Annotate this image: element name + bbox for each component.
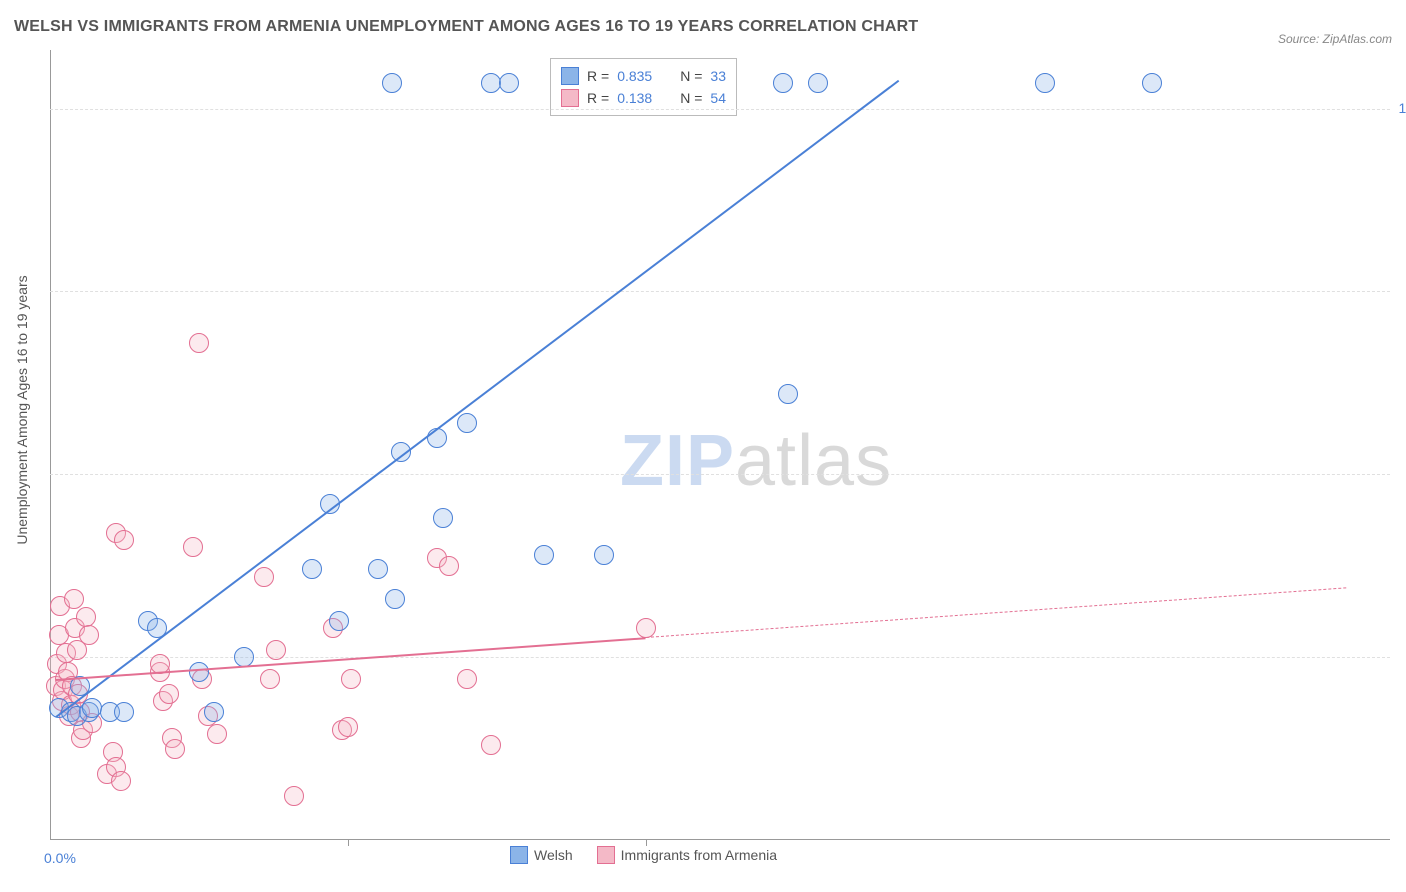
point-welsh <box>189 662 209 682</box>
point-armenia <box>159 684 179 704</box>
trendline-armenia <box>646 588 1346 639</box>
watermark-atlas: atlas <box>735 421 892 501</box>
point-welsh <box>1035 73 1055 93</box>
legend-swatch-armenia <box>561 89 579 107</box>
y-axis-label: Unemployment Among Ages 16 to 19 years <box>14 160 30 660</box>
x-tick-mark <box>348 840 349 846</box>
point-welsh <box>534 545 554 565</box>
point-welsh <box>302 559 322 579</box>
plot-area: ZIPatlas R = 0.835 N = 33 R = 0.138 N = … <box>50 50 1390 840</box>
legend-item-welsh: Welsh <box>510 846 573 864</box>
point-armenia <box>76 607 96 627</box>
welsh-n-value: 33 <box>710 68 726 84</box>
gridline <box>50 474 1390 475</box>
point-armenia <box>79 625 99 645</box>
legend-row-welsh: R = 0.835 N = 33 <box>561 65 726 87</box>
point-armenia <box>338 717 358 737</box>
armenia-r-value: 0.138 <box>617 90 652 106</box>
welsh-r-value: 0.835 <box>617 68 652 84</box>
point-welsh <box>773 73 793 93</box>
gridline <box>50 291 1390 292</box>
point-armenia <box>165 739 185 759</box>
point-welsh <box>427 428 447 448</box>
series-legend: Welsh Immigrants from Armenia <box>510 846 777 864</box>
point-armenia <box>341 669 361 689</box>
x-axis-line <box>50 839 1390 840</box>
point-welsh <box>499 73 519 93</box>
armenia-n-value: 54 <box>710 90 726 106</box>
point-welsh <box>204 702 224 722</box>
point-armenia <box>284 786 304 806</box>
source-label: Source: ZipAtlas.com <box>1278 32 1392 46</box>
n-label: N = <box>680 68 702 84</box>
point-armenia <box>189 333 209 353</box>
point-welsh <box>808 73 828 93</box>
y-tick-label: 100.0% <box>1399 100 1406 116</box>
point-welsh <box>382 73 402 93</box>
point-armenia <box>439 556 459 576</box>
legend-row-armenia: R = 0.138 N = 54 <box>561 87 726 109</box>
point-armenia <box>114 530 134 550</box>
point-armenia <box>457 669 477 689</box>
legend-swatch-welsh <box>561 67 579 85</box>
legend-swatch-armenia <box>597 846 615 864</box>
point-welsh <box>114 702 134 722</box>
point-welsh <box>433 508 453 528</box>
point-armenia <box>254 567 274 587</box>
point-welsh <box>385 589 405 609</box>
point-armenia <box>207 724 227 744</box>
point-welsh <box>82 698 102 718</box>
watermark-zip: ZIP <box>620 421 735 501</box>
point-armenia <box>266 640 286 660</box>
point-armenia <box>260 669 280 689</box>
r-label: R = <box>587 68 609 84</box>
y-axis-line <box>50 50 51 840</box>
point-welsh <box>234 647 254 667</box>
x-tick-mark <box>646 840 647 846</box>
point-armenia <box>183 537 203 557</box>
correlation-legend: R = 0.835 N = 33 R = 0.138 N = 54 <box>550 58 737 116</box>
x-tick-label: 0.0% <box>44 850 76 866</box>
trendline-welsh <box>55 79 899 717</box>
point-welsh <box>1142 73 1162 93</box>
point-armenia <box>111 771 131 791</box>
point-armenia <box>636 618 656 638</box>
legend-label-armenia: Immigrants from Armenia <box>621 847 777 863</box>
point-welsh <box>778 384 798 404</box>
gridline <box>50 109 1390 110</box>
chart-title: WELSH VS IMMIGRANTS FROM ARMENIA UNEMPLO… <box>14 18 918 36</box>
legend-swatch-welsh <box>510 846 528 864</box>
point-welsh <box>594 545 614 565</box>
point-welsh <box>457 413 477 433</box>
point-armenia <box>481 735 501 755</box>
point-armenia <box>64 589 84 609</box>
legend-item-armenia: Immigrants from Armenia <box>597 846 777 864</box>
r-label: R = <box>587 90 609 106</box>
watermark: ZIPatlas <box>620 420 892 502</box>
point-welsh <box>329 611 349 631</box>
n-label: N = <box>680 90 702 106</box>
point-welsh <box>368 559 388 579</box>
legend-label-welsh: Welsh <box>534 847 573 863</box>
